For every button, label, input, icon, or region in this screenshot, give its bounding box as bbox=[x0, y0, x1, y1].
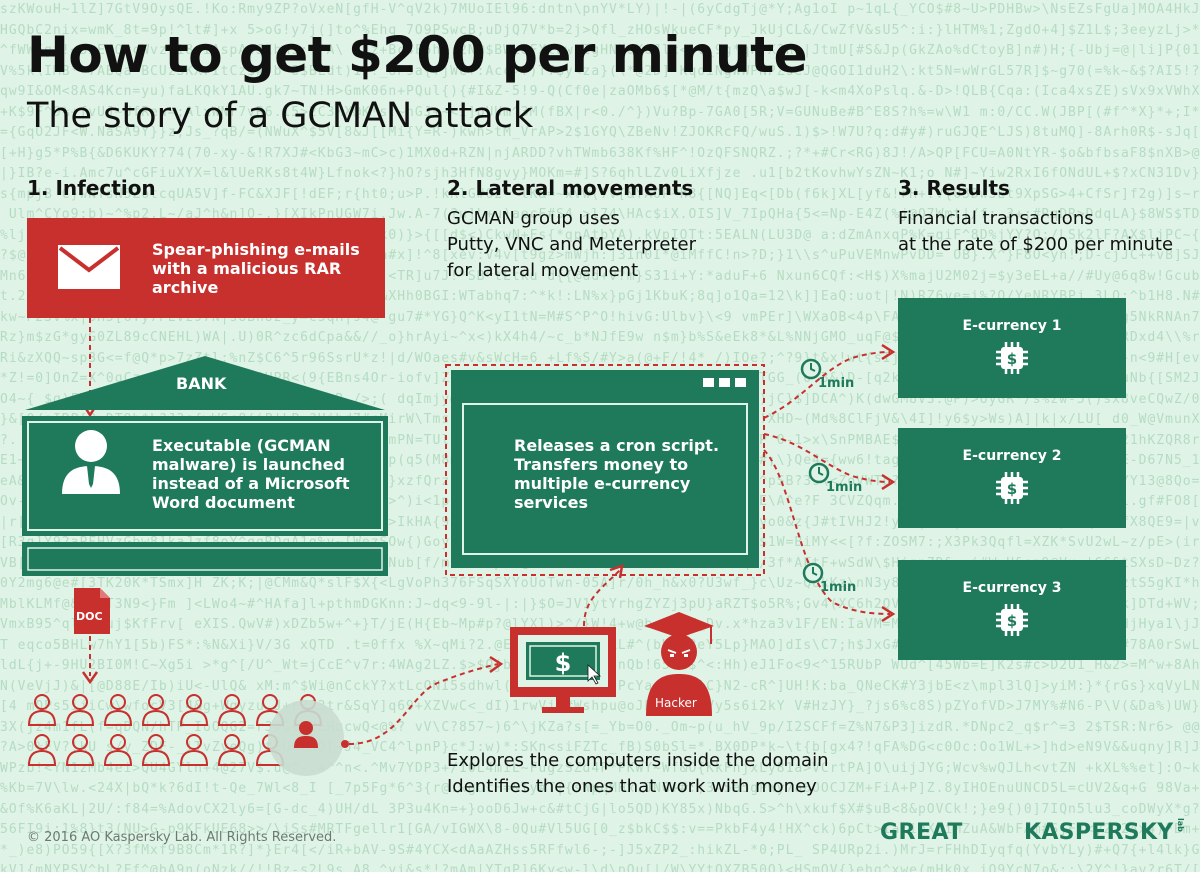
bank-description: Executable (GCMAN malware) is launched i… bbox=[152, 436, 350, 512]
lateral-bottom-line: Identifies the ones that work with money bbox=[447, 776, 817, 797]
interval-label: 1min bbox=[826, 480, 863, 495]
employee-icon bbox=[65, 734, 95, 766]
employee-icon bbox=[141, 734, 171, 766]
hacker-icon bbox=[644, 612, 714, 716]
great-logo: GREAT bbox=[880, 820, 963, 845]
window-description: Releases a cron script. Transfers money … bbox=[514, 436, 720, 512]
employee-icon bbox=[217, 694, 247, 726]
e-currency-label: E-currency 3 bbox=[962, 580, 1062, 596]
lateral-line: Putty, VNC and Meterpreter bbox=[447, 234, 696, 255]
e-currency-box-2: E-currency 2 $ bbox=[898, 428, 1126, 528]
svg-text:$: $ bbox=[1007, 480, 1017, 498]
results-line: Financial transactions bbox=[898, 208, 1094, 229]
user-icon bbox=[62, 430, 120, 494]
bank-label: BANK bbox=[176, 374, 227, 393]
employee-icon bbox=[103, 694, 133, 726]
email-description: Spear-phishing e-mails with a malicious … bbox=[152, 240, 360, 297]
lateral-bottom-text: Explores the computers inside the domain… bbox=[447, 748, 829, 800]
results-description: Financial transactions at the rate of $2… bbox=[898, 206, 1173, 258]
kaspersky-lab-mark: lab bbox=[1176, 818, 1185, 832]
users-to-computer-path bbox=[341, 655, 504, 748]
doc-to-users-arrow bbox=[81, 636, 99, 685]
doc-label: DOC bbox=[76, 610, 103, 623]
doc-file-icon bbox=[74, 588, 110, 634]
lateral-description: GCMAN group uses Putty, VNC and Meterpre… bbox=[447, 206, 696, 284]
e-currency-box-1: E-currency 1 $ bbox=[898, 298, 1126, 398]
clock-icon bbox=[808, 462, 830, 484]
server-window bbox=[445, 364, 765, 576]
transfer-arrows bbox=[763, 343, 896, 623]
coin-chip-icon: $ bbox=[996, 604, 1028, 636]
infection-heading: 1. Infection bbox=[27, 176, 156, 200]
employee-icon bbox=[27, 694, 57, 726]
clock-icon bbox=[800, 358, 822, 380]
infected-computer-highlight bbox=[268, 700, 344, 776]
employee-icon bbox=[179, 694, 209, 726]
page-subtitle: The story of a GCMAN attack bbox=[27, 96, 534, 136]
copyright: © 2016 AO Kaspersky Lab. All Rights Rese… bbox=[27, 830, 337, 845]
envelope-icon bbox=[58, 245, 120, 289]
e-currency-box-3: E-currency 3 $ bbox=[898, 560, 1126, 660]
computer-to-window-arrow bbox=[583, 564, 624, 627]
employee-icon bbox=[103, 734, 133, 766]
kaspersky-logo: KASPERSKY bbox=[1024, 820, 1174, 845]
lateral-bottom-line: Explores the computers inside the domain bbox=[447, 750, 829, 771]
page-title: How to get $200 per minute bbox=[27, 26, 808, 84]
employee-icon bbox=[65, 694, 95, 726]
employee-icon bbox=[217, 734, 247, 766]
employee-icon bbox=[141, 694, 171, 726]
e-currency-label: E-currency 2 bbox=[962, 448, 1062, 464]
coin-chip-icon: $ bbox=[996, 342, 1028, 374]
hacker-label: Hacker bbox=[655, 696, 697, 710]
email-banner: Spear-phishing e-mails with a malicious … bbox=[27, 218, 385, 318]
employee-icon bbox=[27, 734, 57, 766]
monitor-icon: $ bbox=[510, 627, 616, 713]
interval-label: 1min bbox=[818, 376, 855, 391]
coin-chip-icon: $ bbox=[996, 472, 1028, 504]
clock-icon bbox=[802, 562, 824, 584]
lateral-line: for lateral movement bbox=[447, 260, 639, 281]
results-heading: 3. Results bbox=[898, 176, 1010, 200]
lateral-heading: 2. Lateral movements bbox=[447, 176, 694, 200]
employee-icon bbox=[179, 734, 209, 766]
interval-label: 1min bbox=[820, 580, 857, 595]
svg-text:$: $ bbox=[555, 649, 572, 677]
svg-text:$: $ bbox=[1007, 612, 1017, 630]
e-currency-label: E-currency 1 bbox=[962, 318, 1062, 334]
svg-text:$: $ bbox=[1007, 350, 1017, 368]
results-line: at the rate of $200 per minute bbox=[898, 234, 1174, 255]
lateral-line: GCMAN group uses bbox=[447, 208, 620, 229]
